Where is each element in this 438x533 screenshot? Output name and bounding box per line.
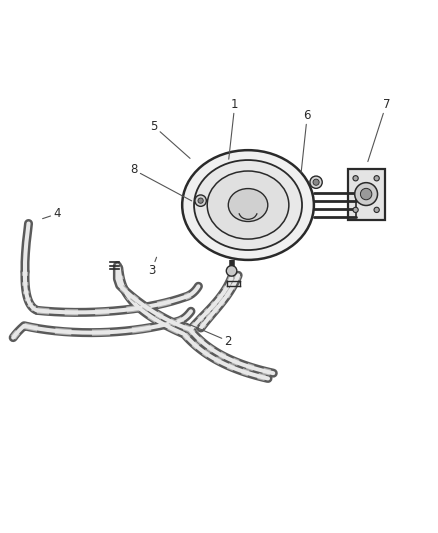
Text: 4: 4	[42, 207, 61, 220]
Circle shape	[226, 265, 237, 276]
Text: 8: 8	[130, 164, 191, 201]
Ellipse shape	[194, 160, 301, 250]
Circle shape	[373, 176, 378, 181]
Text: 1: 1	[228, 98, 238, 159]
Circle shape	[354, 183, 377, 206]
Text: 2: 2	[186, 323, 232, 348]
Circle shape	[194, 195, 206, 206]
Text: 3: 3	[148, 257, 156, 277]
Circle shape	[198, 198, 203, 203]
Ellipse shape	[207, 171, 288, 239]
Text: 7: 7	[367, 98, 389, 161]
Circle shape	[352, 176, 357, 181]
Circle shape	[373, 207, 378, 213]
FancyBboxPatch shape	[347, 168, 384, 220]
Text: 6: 6	[300, 109, 311, 172]
Ellipse shape	[228, 189, 267, 222]
Circle shape	[312, 179, 318, 185]
Ellipse shape	[182, 150, 313, 260]
Circle shape	[352, 207, 357, 213]
Circle shape	[360, 188, 371, 200]
Circle shape	[309, 176, 321, 188]
Text: 5: 5	[150, 119, 190, 158]
